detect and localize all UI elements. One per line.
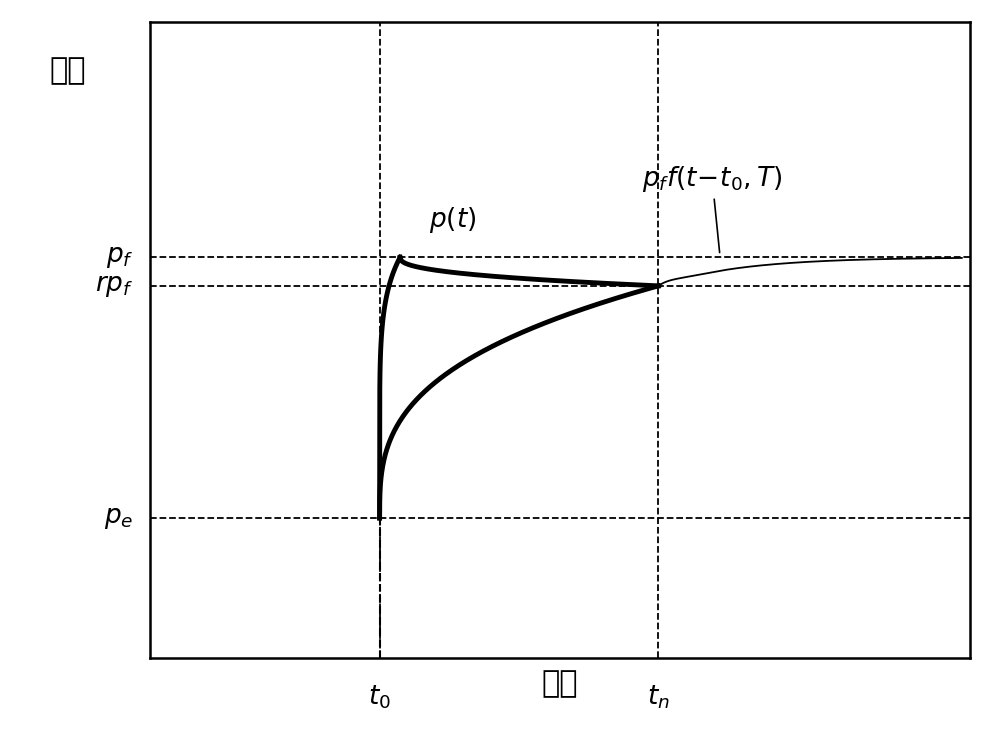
Y-axis label: 压力: 压力 [50, 56, 86, 86]
Text: $p_e$: $p_e$ [104, 505, 134, 531]
Text: $p(t)$: $p(t)$ [429, 205, 476, 235]
Text: $t_0$: $t_0$ [368, 683, 391, 711]
Text: $p_f$: $p_f$ [106, 244, 134, 270]
X-axis label: 时间: 时间 [542, 669, 578, 698]
Text: $p_f f(t\!-\!t_0,T)$: $p_f f(t\!-\!t_0,T)$ [642, 164, 782, 253]
Text: $rp_f$: $rp_f$ [95, 273, 134, 299]
Text: $t_n$: $t_n$ [647, 683, 670, 711]
